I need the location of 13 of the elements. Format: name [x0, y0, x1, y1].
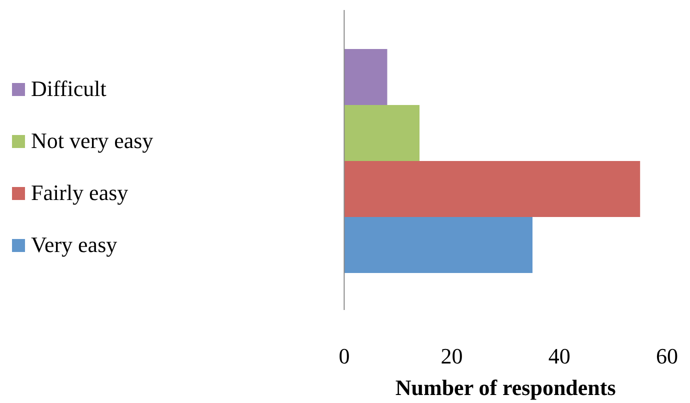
bar: [344, 105, 420, 161]
x-axis-title: Number of respondents: [395, 375, 616, 400]
legend-label: Fairly easy: [31, 180, 128, 206]
x-tick-label: 0: [338, 344, 350, 369]
x-tick-label: 60: [656, 344, 678, 369]
bar: [344, 49, 388, 105]
bar: [344, 217, 532, 273]
x-tick-label: 40: [548, 344, 570, 369]
legend-label: Not very easy: [31, 128, 154, 154]
legend-label: Very easy: [31, 232, 118, 258]
bar: [344, 161, 640, 217]
x-tick-label: 20: [440, 344, 463, 369]
legend-label: Difficult: [31, 76, 106, 102]
